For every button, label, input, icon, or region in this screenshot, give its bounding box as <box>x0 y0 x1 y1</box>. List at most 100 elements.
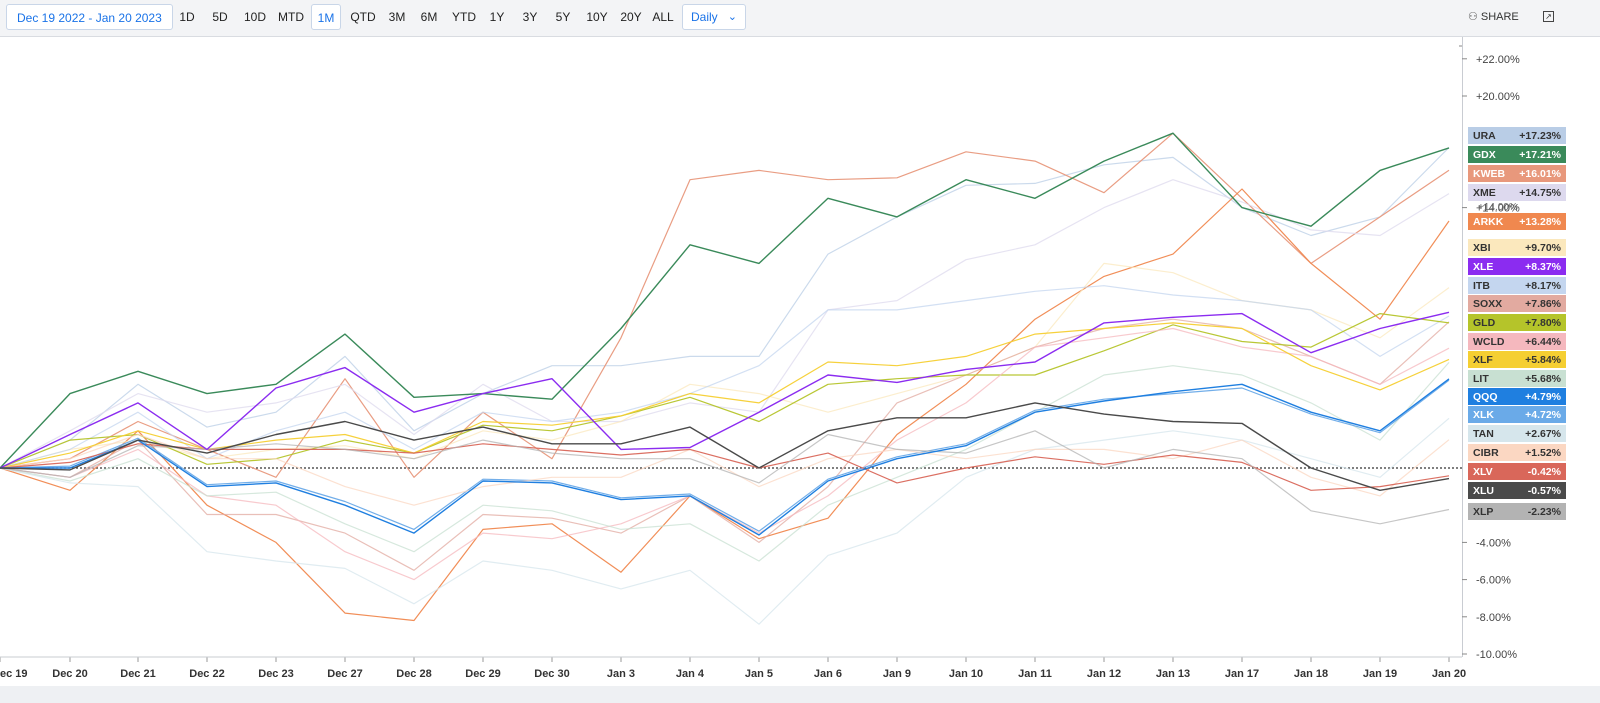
period-button-1m[interactable]: 1M <box>311 4 341 30</box>
period-button-5y[interactable]: 5Y <box>555 10 571 24</box>
series-line-arkk <box>0 188 1450 622</box>
period-button-3y[interactable]: 3Y <box>522 10 538 24</box>
series-line-soxx <box>0 318 1450 571</box>
legend-badge-bg <box>1468 388 1566 405</box>
series-line-qqq <box>0 378 1450 536</box>
x-tick-label: Dec 28 <box>396 668 431 680</box>
date-range-button[interactable]: Dec 19 2022 - Jan 20 2023 <box>6 4 173 30</box>
expand-icon[interactable]: ↗ <box>1543 11 1554 22</box>
period-button-mtd[interactable]: MTD <box>278 10 304 24</box>
chart-footer <box>0 686 1600 703</box>
legend-ticker: QQQ <box>1473 391 1498 403</box>
x-tick-label: ec 19 <box>0 668 28 680</box>
period-button-1d[interactable]: 1D <box>179 10 195 24</box>
legend-badge-xlv: XLV -0.42% <box>1468 463 1566 480</box>
legend-badge-bg <box>1468 482 1566 499</box>
x-tick-label: Jan 19 <box>1363 668 1397 680</box>
legend-badge-bg <box>1468 370 1566 387</box>
legend-ticker: XLE <box>1473 261 1493 273</box>
legend-badge-bg <box>1468 314 1566 331</box>
period-button-1y[interactable]: 1Y <box>489 10 505 24</box>
series-line-xle <box>0 311 1450 469</box>
series-line-xlk <box>0 379 1450 532</box>
legend-badge-xlf: XLF +5.84% <box>1468 351 1566 368</box>
legend-ticker: TAN <box>1473 428 1494 440</box>
series-line-xlv <box>0 443 1450 491</box>
legend-badge-bg <box>1468 277 1566 294</box>
legend-ticker: URA <box>1473 130 1496 142</box>
legend-badge-cibr: CIBR +1.52% <box>1468 444 1566 461</box>
legend-badge-kweb: KWEB +16.01% <box>1468 165 1566 182</box>
period-button-10y[interactable]: 10Y <box>586 10 608 24</box>
legend-badge-bg <box>1468 127 1566 144</box>
series-line-lit <box>0 362 1450 562</box>
period-button-6m[interactable]: 6M <box>420 10 438 24</box>
y-tick-label: -10.00% <box>1476 649 1517 661</box>
series-line-xlf <box>0 322 1450 469</box>
share-button[interactable]: ⚇ SHARE <box>1468 10 1519 23</box>
y-tick-label: -6.00% <box>1476 575 1511 587</box>
x-tick-label: Jan 13 <box>1156 668 1190 680</box>
legend-badge-bg <box>1468 406 1566 423</box>
legend-badge-xlk: XLK +4.72% <box>1468 406 1566 423</box>
legend-change: +16.01% <box>1519 168 1561 180</box>
legend-change: -0.57% <box>1528 485 1562 497</box>
y-tick-label: -8.00% <box>1476 612 1511 624</box>
legend-change: +6.44% <box>1525 336 1562 348</box>
share-icon: ⚇ <box>1468 11 1478 23</box>
x-tick-label: Jan 10 <box>949 668 983 680</box>
series-line-cibr <box>0 433 1450 506</box>
x-tick-label: Jan 5 <box>745 668 773 680</box>
legend-badge-ura: URA +17.23% <box>1468 127 1566 144</box>
legend-change: +13.28% <box>1519 216 1561 228</box>
legend-change: +9.70% <box>1525 242 1562 254</box>
series-line-wcld <box>0 327 1450 581</box>
period-button-3m[interactable]: 3M <box>388 10 406 24</box>
series-line-xme <box>0 179 1450 469</box>
legend-change: +4.72% <box>1525 409 1562 421</box>
series-line-tan <box>0 417 1450 625</box>
legend-badge-bg <box>1468 425 1566 442</box>
series-line-xbi <box>0 262 1450 469</box>
legend-ticker: ARKK <box>1473 216 1504 228</box>
legend-change: +8.37% <box>1525 261 1562 273</box>
series-line-kweb <box>0 132 1450 478</box>
period-button-20y[interactable]: 20Y <box>620 10 642 24</box>
period-button-10d[interactable]: 10D <box>243 10 266 24</box>
legend-ticker: XLV <box>1473 466 1493 478</box>
legend-change: +7.80% <box>1525 317 1562 329</box>
legend-badge-bg <box>1468 258 1566 275</box>
legend-badge-bg <box>1468 351 1566 368</box>
legend-ticker: XME <box>1473 187 1496 199</box>
legend-change: +8.17% <box>1525 280 1562 292</box>
series-line-gld <box>0 313 1450 469</box>
legend-ticker: XLK <box>1473 409 1494 421</box>
y-tick-label: +20.00% <box>1476 91 1520 103</box>
interval-dropdown[interactable]: Daily ⌄ <box>682 4 746 30</box>
legend-ticker: WCLD <box>1473 336 1505 348</box>
legend-change: +4.79% <box>1525 391 1562 403</box>
legend-badge-gld: GLD +7.80% <box>1468 314 1566 331</box>
legend-badge-bg <box>1468 444 1566 461</box>
legend-ticker: XBI <box>1473 242 1491 254</box>
x-tick-label: Jan 9 <box>883 668 911 680</box>
series-line-ura <box>0 147 1450 469</box>
period-button-all[interactable]: ALL <box>652 10 674 24</box>
legend-ticker: GDX <box>1473 149 1496 161</box>
plot-area <box>0 37 1463 657</box>
period-button-5d[interactable]: 5D <box>212 10 228 24</box>
x-tick-label: Dec 22 <box>189 668 224 680</box>
interval-label: Daily <box>691 10 718 24</box>
share-label: SHARE <box>1480 11 1519 23</box>
legend-badge-xlu: XLU -0.57% <box>1468 482 1566 499</box>
legend-change: +17.21% <box>1519 149 1561 161</box>
legend-ticker: XLU <box>1473 485 1494 497</box>
period-button-ytd[interactable]: YTD <box>452 10 476 24</box>
x-tick-label: Dec 27 <box>327 668 362 680</box>
legend-badge-bg <box>1468 333 1566 350</box>
x-tick-label: Dec 30 <box>534 668 569 680</box>
legend-badge-bg <box>1468 146 1566 163</box>
period-button-qtd[interactable]: QTD <box>350 10 376 24</box>
legend-badge-tan: TAN +2.67% <box>1468 425 1566 442</box>
